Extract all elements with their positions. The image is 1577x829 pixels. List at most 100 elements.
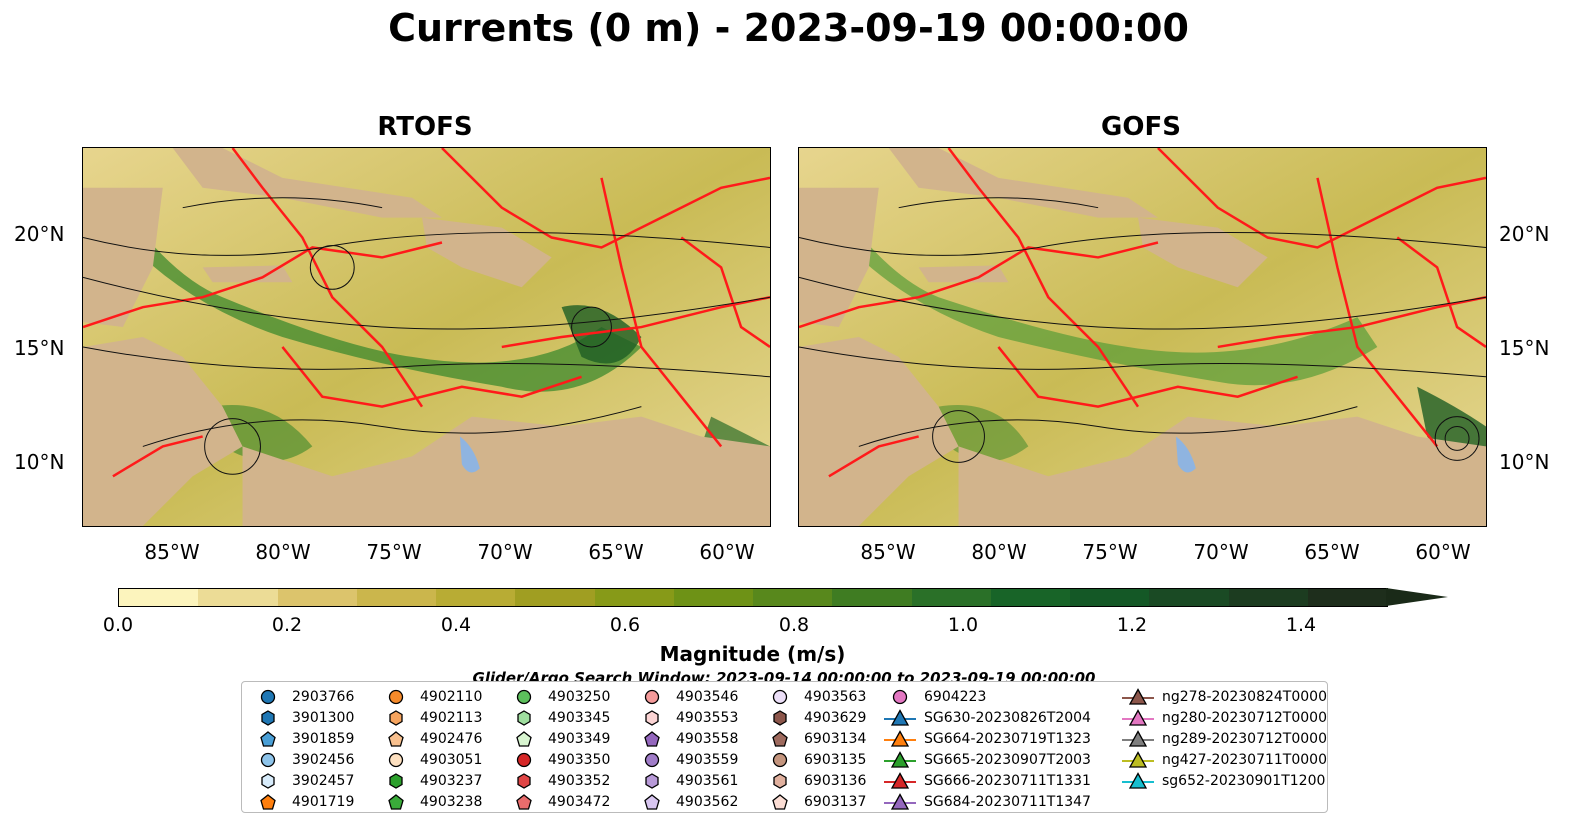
legend-item: 4903559 [634, 749, 738, 770]
lon-label-70w-gofs: 70°W [1193, 540, 1249, 564]
lon-label-65w-gofs: 65°W [1304, 540, 1360, 564]
legend-item-label: sg652-20230901T1200 [1162, 772, 1326, 789]
pentagon-marker-icon [260, 793, 276, 810]
lon-label-60w-rtofs: 60°W [699, 540, 755, 564]
lat-label-20n-right: 20°N [1499, 222, 1550, 246]
legend-item: 3902456 [250, 749, 354, 770]
lon-label-70w-rtofs: 70°W [477, 540, 533, 564]
legend-column: 2903766 3901300 3901859 3902456 3902457 49017… [250, 686, 354, 812]
legend-item: 4902113 [378, 707, 482, 728]
lat-label-15n-right: 15°N [1499, 336, 1550, 360]
triangle-marker-icon [884, 792, 916, 810]
panel-title-rtofs: RTOFS [377, 112, 473, 142]
legend-item: 4903051 [378, 749, 482, 770]
legend-item: 4903238 [378, 791, 482, 812]
triangle-marker-icon [884, 708, 916, 726]
legend-item: ng280-20230712T0000 [1120, 707, 1327, 728]
circle-marker-icon [260, 752, 276, 767]
legend-item-label: ng289-20230712T0000 [1162, 730, 1327, 747]
legend-item-label: 3902457 [292, 772, 355, 789]
colorbar-tick: 1.4 [1285, 614, 1317, 636]
legend-item-label: 3902456 [292, 751, 355, 768]
colorbar-tick: 0.2 [271, 614, 303, 636]
colorbar-tick: 0.8 [778, 614, 810, 636]
legend-item: SG664-20230719T1323 [882, 728, 1091, 749]
legend-item: 6903136 [762, 770, 866, 791]
legend-item: 4903345 [506, 707, 610, 728]
triangle-marker-icon [1122, 771, 1154, 789]
pentagon-marker-icon [772, 793, 788, 810]
colorbar [118, 588, 1388, 607]
legend-item: SG666-20230711T1331 [882, 770, 1091, 791]
pentagon-marker-icon [388, 793, 404, 810]
figure-title: Currents (0 m) - 2023-09-19 00:00:00 [388, 6, 1189, 50]
pentagon-marker-icon [516, 793, 532, 810]
colorbar-tick: 0.0 [102, 614, 134, 636]
legend-item-label: 4903345 [548, 709, 611, 726]
legend-item-label: ng427-20230711T0000 [1162, 751, 1327, 768]
legend-item-label: 4903562 [676, 793, 739, 810]
colorbar-extend-arrow [1386, 588, 1448, 606]
legend-item: 6904223 [882, 686, 1091, 707]
legend-item: SG684-20230711T1347 [882, 791, 1091, 812]
legend-item-label: 4903352 [548, 772, 611, 789]
colorbar-label: Magnitude (m/s) [659, 642, 846, 666]
colorbar-segment [198, 589, 278, 606]
legend-item-label: 4903553 [676, 709, 739, 726]
legend-item: SG665-20230907T2003 [882, 749, 1091, 770]
lon-label-75w-rtofs: 75°W [366, 540, 422, 564]
hexagon-marker-icon [645, 772, 659, 789]
colorbar-segment [832, 589, 912, 606]
legend-item-label: 4903559 [676, 751, 739, 768]
circle-marker-icon [260, 689, 276, 704]
pentagon-marker-icon [644, 730, 660, 747]
legend-item-label: 6904223 [924, 688, 987, 705]
legend-item: 3901300 [250, 707, 354, 728]
colorbar-segment [673, 589, 753, 606]
hexagon-marker-icon [389, 772, 403, 789]
legend-item-label: SG665-20230907T2003 [924, 751, 1091, 768]
legend-item-label: 4903563 [804, 688, 867, 705]
legend-item-label: 4903238 [420, 793, 483, 810]
legend-item: 4903553 [634, 707, 738, 728]
colorbar-segment [990, 589, 1070, 606]
legend-item-label: 4902110 [420, 688, 483, 705]
triangle-marker-icon [1122, 708, 1154, 726]
legend-item-label: ng278-20230824T0000 [1162, 688, 1327, 705]
lon-label-75w-gofs: 75°W [1082, 540, 1138, 564]
colorbar-tick: 0.4 [440, 614, 472, 636]
circle-marker-icon [388, 752, 404, 767]
legend-item-label: 4903051 [420, 751, 483, 768]
colorbar-segment [1228, 589, 1308, 606]
lon-label-60w-gofs: 60°W [1415, 540, 1471, 564]
legend-item: SG630-20230826T2004 [882, 707, 1091, 728]
colorbar-segment [356, 589, 436, 606]
hexagon-marker-icon [773, 709, 787, 726]
panel-title-gofs: GOFS [1101, 112, 1181, 142]
triangle-marker-icon [884, 729, 916, 747]
map-rtofs-graphic [83, 148, 770, 526]
legend-item-label: 6903134 [804, 730, 867, 747]
colorbar-tick: 1.2 [1116, 614, 1148, 636]
colorbar-segment [1307, 589, 1387, 606]
legend-column: 4903563 4903629 6903134 6903135 6903136 69031… [762, 686, 866, 812]
legend-item-label: 6903136 [804, 772, 867, 789]
triangle-marker-icon [884, 750, 916, 768]
legend-item: 4903546 [634, 686, 738, 707]
colorbar-tick: 1.0 [947, 614, 979, 636]
map-rtofs [82, 147, 771, 527]
legend-column: 4903250 4903345 4903349 4903350 4903352 49034… [506, 686, 610, 812]
colorbar-segment [515, 589, 595, 606]
legend-item-label: SG664-20230719T1323 [924, 730, 1091, 747]
circle-marker-icon [388, 689, 404, 704]
colorbar-segment [436, 589, 516, 606]
legend-item: 4903349 [506, 728, 610, 749]
circle-marker-icon [516, 752, 532, 767]
colorbar-segment [1070, 589, 1150, 606]
legend-item-label: 4903350 [548, 751, 611, 768]
legend-item: 4903352 [506, 770, 610, 791]
pentagon-marker-icon [388, 730, 404, 747]
hexagon-marker-icon [261, 709, 275, 726]
hexagon-marker-icon [517, 772, 531, 789]
legend: 2903766 3901300 3901859 3902456 3902457 49017… [241, 681, 1328, 813]
